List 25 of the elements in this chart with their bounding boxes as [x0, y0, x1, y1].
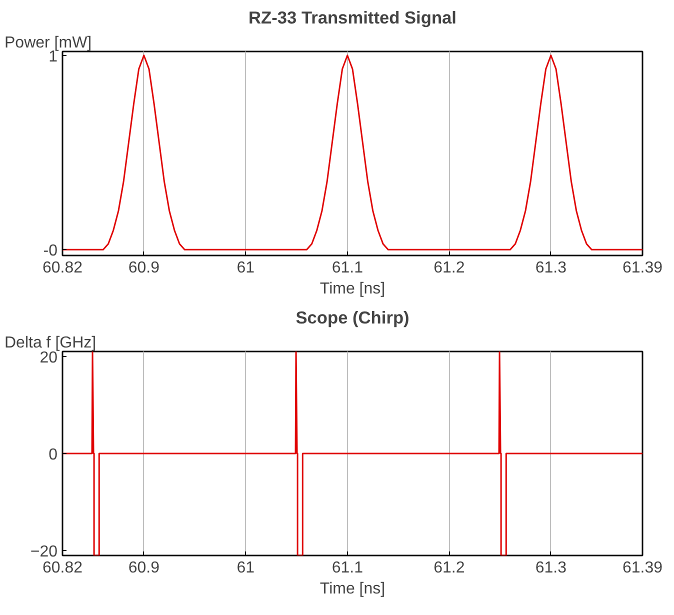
x-tick-label: 61 [236, 260, 255, 276]
y-axis-title: Power [mW] [4, 34, 92, 52]
x-tick-label: 61.1 [332, 260, 364, 276]
y-axis-title: Delta f [GHz] [4, 334, 96, 352]
x-tick-label: 61.39 [622, 260, 663, 276]
x-tick-label: 61.2 [434, 560, 465, 576]
x-tick-label: 61.2 [434, 260, 465, 276]
x-tick-label: 61.39 [622, 560, 663, 576]
x-tick-label: 60.9 [128, 560, 160, 576]
y-tick-label: -0 [43, 242, 58, 260]
x-tick-label: 61 [236, 560, 255, 576]
y-tick-label: 0 [48, 446, 58, 464]
x-tick-label: 61.1 [332, 560, 364, 576]
chart-title: RZ-33 Transmitted Signal [248, 8, 456, 28]
x-tick-label: 60.82 [42, 260, 83, 276]
x-tick-label: 60.9 [128, 260, 160, 276]
x-axis-title: Time [ns] [320, 580, 386, 598]
y-tick-label: −20 [30, 544, 58, 561]
x-tick-label: 60.82 [42, 560, 83, 576]
y-tick-label: 20 [40, 349, 58, 366]
chart-title: Scope (Chirp) [296, 308, 410, 328]
x-tick-label: 61.3 [535, 560, 567, 576]
x-axis-title: Time [ns] [320, 280, 386, 298]
x-tick-label: 61.3 [535, 260, 567, 276]
line-series [62, 54, 642, 250]
